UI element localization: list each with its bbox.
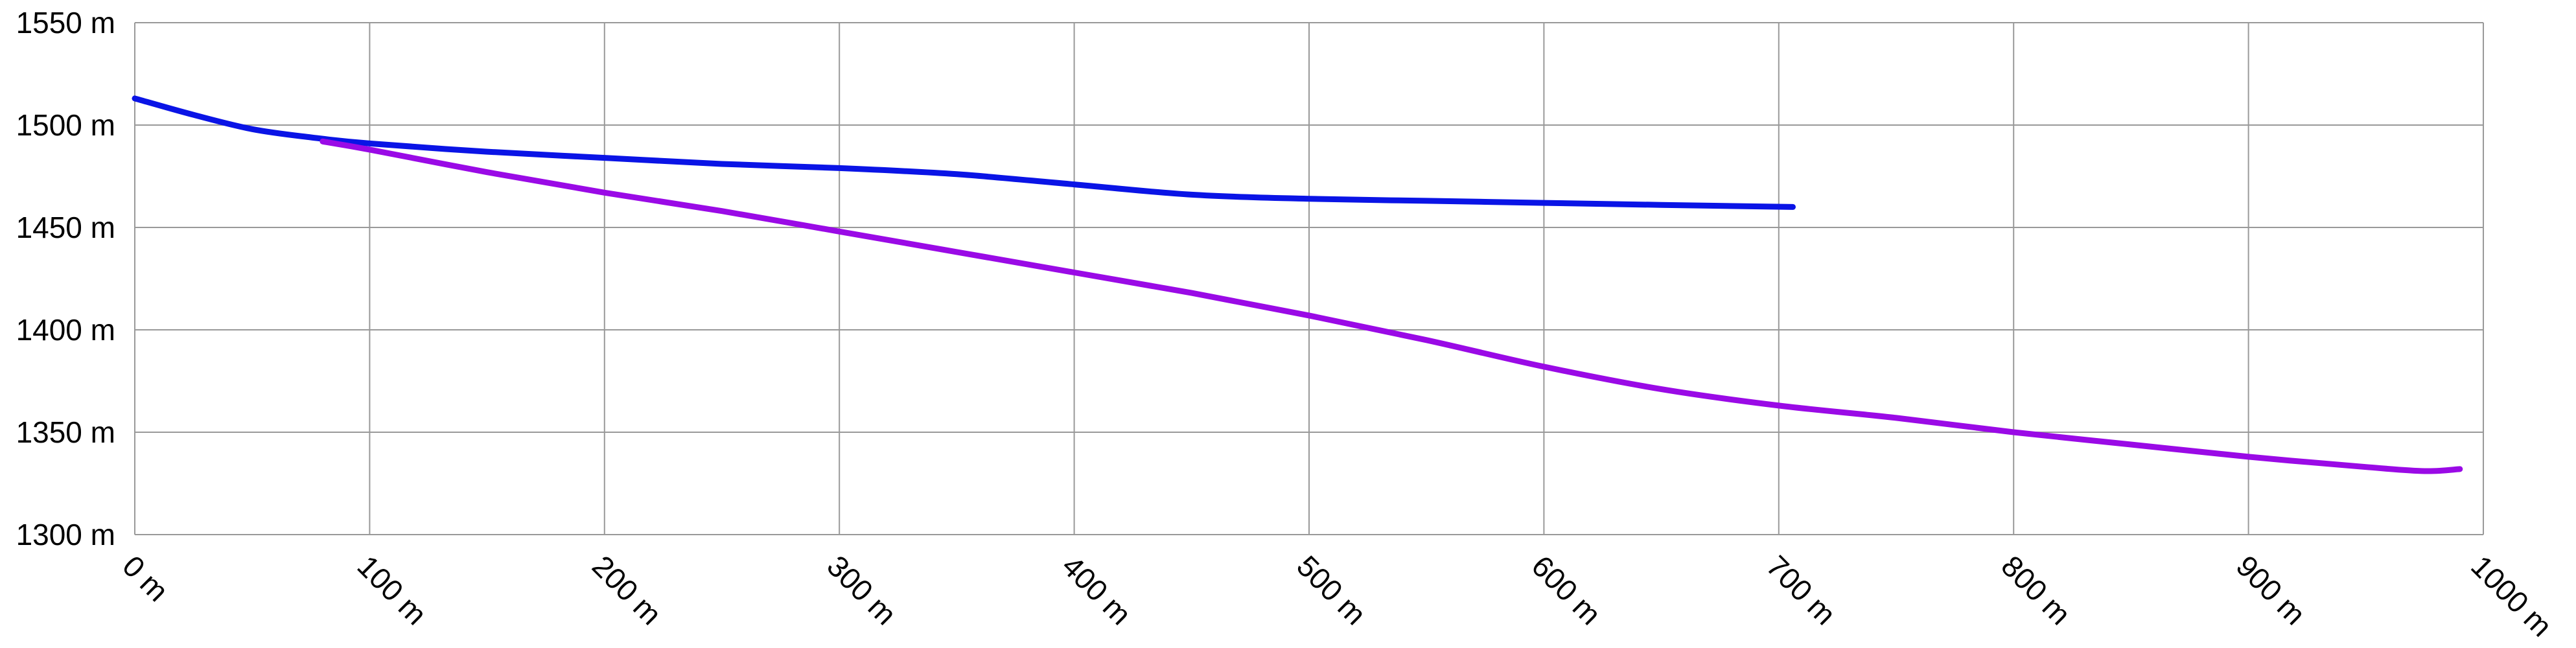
y-tick-label: 1550 m xyxy=(16,6,115,40)
y-axis-tick-labels: 1300 m 1350 m 1400 m 1450 m 1500 m 1550 m xyxy=(16,6,115,551)
x-tick-label: 100 m xyxy=(351,549,434,631)
y-tick-label: 1500 m xyxy=(16,108,115,142)
y-tick-label: 1350 m xyxy=(16,415,115,449)
data-series xyxy=(132,95,2463,474)
x-tick-label: 800 m xyxy=(1995,549,2077,631)
x-tick-label: 0 m xyxy=(116,549,175,608)
x-tick-label: 500 m xyxy=(1290,549,1373,631)
y-tick-label: 1400 m xyxy=(16,313,115,347)
x-tick-label: 900 m xyxy=(2230,549,2312,631)
y-tick-label: 1300 m xyxy=(16,518,115,551)
x-tick-label: 300 m xyxy=(820,549,903,631)
grid-lines xyxy=(134,22,2484,535)
x-tick-label: 1000 m xyxy=(2465,549,2559,643)
x-tick-label: 400 m xyxy=(1056,549,1138,631)
x-tick-label: 200 m xyxy=(586,549,668,631)
x-tick-label: 600 m xyxy=(1526,549,1608,631)
x-axis-tick-labels: 0 m 100 m 200 m 300 m 400 m 500 m 600 m 700 m 80… xyxy=(116,549,2559,643)
x-tick-label: 700 m xyxy=(1760,549,1842,631)
series-line-2 xyxy=(319,138,2463,474)
y-tick-label: 1450 m xyxy=(16,211,115,244)
